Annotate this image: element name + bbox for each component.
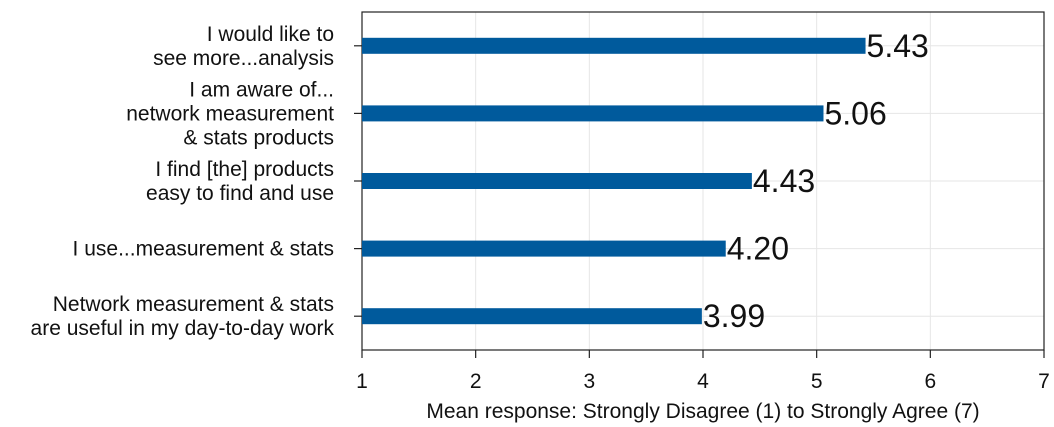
category-labels: I would like to see more...analysis I am a… bbox=[31, 23, 362, 340]
category-label-line: I find [the] products bbox=[155, 158, 334, 181]
category-label-line: are useful in my day-to-day work bbox=[31, 317, 335, 340]
category-label: I use...measurement & stats bbox=[73, 238, 334, 261]
category-label-line: easy to find and use bbox=[146, 182, 334, 205]
category-label: I am aware of... network measurement & sta… bbox=[126, 78, 334, 149]
bar-value-label: 4.43 bbox=[753, 163, 815, 199]
category-label-line: network measurement bbox=[126, 102, 334, 125]
bars: 5.43 5.064.43 4.20 3.99 bbox=[362, 28, 929, 334]
category-label: Network measurement & stats are useful in… bbox=[31, 293, 335, 340]
bar-value-label: 3.99 bbox=[703, 298, 765, 334]
bar bbox=[362, 173, 752, 189]
category-label-line: & stats products bbox=[183, 126, 334, 149]
x-tick-label: 5 bbox=[811, 370, 823, 393]
x-axis: 1 2 3 4 5 6 7 bbox=[356, 350, 1050, 393]
x-tick-label: 1 bbox=[356, 370, 368, 393]
category-label-line: I would like to bbox=[207, 23, 334, 46]
category-label-line: see more...analysis bbox=[153, 47, 334, 70]
bar bbox=[362, 105, 824, 122]
bar bbox=[362, 308, 702, 325]
x-tick-label: 2 bbox=[470, 370, 482, 393]
bar-value-label: 4.20 bbox=[727, 231, 789, 267]
x-axis-title: Mean response: Strongly Disagree (1) to … bbox=[426, 400, 979, 423]
category-label-line: Network measurement & stats bbox=[53, 293, 334, 316]
category-label-line: I am aware of... bbox=[189, 78, 334, 101]
bar-value-label: 5.43 bbox=[867, 28, 929, 64]
category-label: I find [the] products easy to find and us… bbox=[146, 158, 334, 205]
category-label-line: I use...measurement & stats bbox=[73, 238, 334, 261]
x-tick-label: 6 bbox=[924, 370, 936, 393]
bar-value-label: 5.06 bbox=[824, 95, 886, 131]
category-label: I would like to see more...analysis bbox=[153, 23, 334, 70]
x-tick-label: 4 bbox=[697, 370, 709, 393]
x-tick-label: 7 bbox=[1038, 370, 1050, 393]
x-tick-label: 3 bbox=[583, 370, 595, 393]
bar bbox=[362, 240, 726, 257]
bar bbox=[362, 37, 866, 54]
